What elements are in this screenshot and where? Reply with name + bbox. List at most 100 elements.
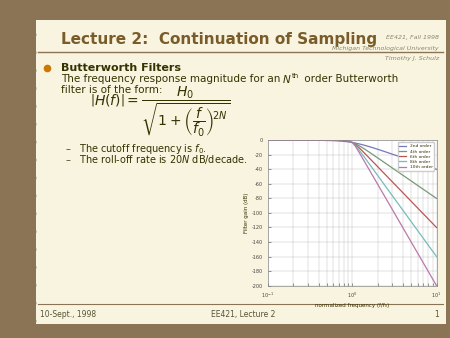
10th order — [282, 138, 288, 142]
Circle shape — [16, 278, 36, 293]
Circle shape — [16, 314, 36, 329]
Circle shape — [19, 66, 32, 76]
2nd order — [434, 167, 439, 171]
8th order — [282, 138, 288, 142]
Text: 1: 1 — [434, 310, 439, 319]
2nd order — [396, 154, 402, 159]
Text: The frequency response magnitude for an: The frequency response magnitude for an — [61, 74, 284, 84]
8th order — [333, 138, 339, 142]
Circle shape — [19, 173, 32, 183]
Text: Butterworth Filters: Butterworth Filters — [61, 63, 181, 73]
8th order — [265, 138, 270, 142]
4th order — [434, 196, 439, 200]
Circle shape — [19, 191, 32, 201]
Circle shape — [19, 83, 32, 94]
Circle shape — [19, 316, 32, 326]
10th order — [396, 220, 402, 224]
Text: EE421, Lecture 2: EE421, Lecture 2 — [211, 310, 275, 319]
Circle shape — [16, 81, 36, 96]
Circle shape — [19, 280, 32, 290]
Circle shape — [16, 153, 36, 168]
Text: $\left|H(f)\right| = \dfrac{H_0}{\sqrt{1+\left(\dfrac{f}{f_0}\right)^{\!2N}}}$: $\left|H(f)\right| = \dfrac{H_0}{\sqrt{1… — [90, 85, 230, 139]
Text: th: th — [292, 73, 299, 79]
4th order — [400, 173, 405, 177]
2nd order — [282, 138, 288, 142]
Circle shape — [19, 226, 32, 237]
Circle shape — [19, 244, 32, 255]
Circle shape — [16, 27, 36, 42]
4th order — [396, 171, 402, 175]
6th order — [434, 225, 439, 230]
Circle shape — [16, 135, 36, 150]
10th order — [265, 138, 270, 142]
Line: 6th order: 6th order — [268, 140, 436, 227]
4th order — [333, 138, 339, 142]
8th order — [400, 208, 405, 212]
8th order — [339, 138, 345, 142]
Circle shape — [19, 262, 32, 272]
X-axis label: normalized frequency (f/f₀): normalized frequency (f/f₀) — [315, 303, 389, 308]
4th order — [381, 160, 387, 164]
Text: $N$: $N$ — [282, 73, 292, 86]
Line: 4th order: 4th order — [268, 140, 436, 198]
6th order — [333, 138, 339, 142]
Circle shape — [16, 296, 36, 311]
Text: Lecture 2:  Continuation of Sampling: Lecture 2: Continuation of Sampling — [61, 32, 377, 47]
Circle shape — [19, 155, 32, 165]
Circle shape — [19, 12, 32, 22]
Circle shape — [19, 209, 32, 219]
Circle shape — [16, 188, 36, 203]
2nd order — [381, 149, 387, 153]
2nd order — [265, 138, 270, 142]
Circle shape — [16, 170, 36, 185]
Text: filter is of the form:: filter is of the form: — [61, 85, 162, 95]
Circle shape — [16, 260, 36, 275]
Circle shape — [16, 206, 36, 221]
Circle shape — [19, 101, 32, 112]
10th order — [400, 225, 405, 229]
6th order — [400, 190, 405, 194]
Text: EE421, Fall 1998: EE421, Fall 1998 — [386, 35, 439, 41]
Line: 2nd order: 2nd order — [268, 140, 436, 169]
6th order — [282, 138, 288, 142]
2nd order — [400, 155, 405, 160]
8th order — [396, 203, 402, 207]
Text: Timothy J. Schulz: Timothy J. Schulz — [385, 56, 439, 61]
Circle shape — [16, 45, 36, 60]
Circle shape — [16, 242, 36, 257]
Text: –   The cutoff frequency is $f_0$.: – The cutoff frequency is $f_0$. — [65, 142, 207, 156]
Text: 10-Sept., 1998: 10-Sept., 1998 — [40, 310, 97, 319]
Circle shape — [16, 63, 36, 78]
Circle shape — [16, 99, 36, 114]
Text: Michigan Technological University: Michigan Technological University — [332, 46, 439, 51]
6th order — [265, 138, 270, 142]
6th order — [396, 187, 402, 191]
4th order — [282, 138, 288, 142]
2nd order — [339, 139, 345, 143]
10th order — [381, 193, 387, 197]
Circle shape — [19, 298, 32, 308]
Circle shape — [19, 48, 32, 58]
Line: 8th order: 8th order — [268, 140, 436, 257]
Circle shape — [19, 137, 32, 147]
4th order — [339, 139, 345, 143]
Circle shape — [19, 119, 32, 129]
Y-axis label: Filter gain (dB): Filter gain (dB) — [244, 193, 249, 233]
Legend: 2nd order, 4th order, 6th order, 8th order, 10th order: 2nd order, 4th order, 6th order, 8th ord… — [397, 143, 434, 171]
8th order — [434, 255, 439, 259]
Text: –   The roll-off rate is $20N$ dB/decade.: – The roll-off rate is $20N$ dB/decade. — [65, 153, 248, 166]
10th order — [339, 138, 345, 142]
Line: 10th order: 10th order — [268, 140, 436, 286]
2nd order — [333, 139, 339, 143]
Circle shape — [16, 9, 36, 24]
Text: order Butterworth: order Butterworth — [301, 74, 398, 84]
4th order — [265, 138, 270, 142]
Circle shape — [19, 30, 32, 40]
6th order — [339, 138, 345, 142]
Circle shape — [16, 224, 36, 239]
Circle shape — [16, 117, 36, 132]
10th order — [333, 138, 339, 142]
8th order — [381, 182, 387, 186]
10th order — [434, 284, 439, 288]
6th order — [381, 171, 387, 175]
